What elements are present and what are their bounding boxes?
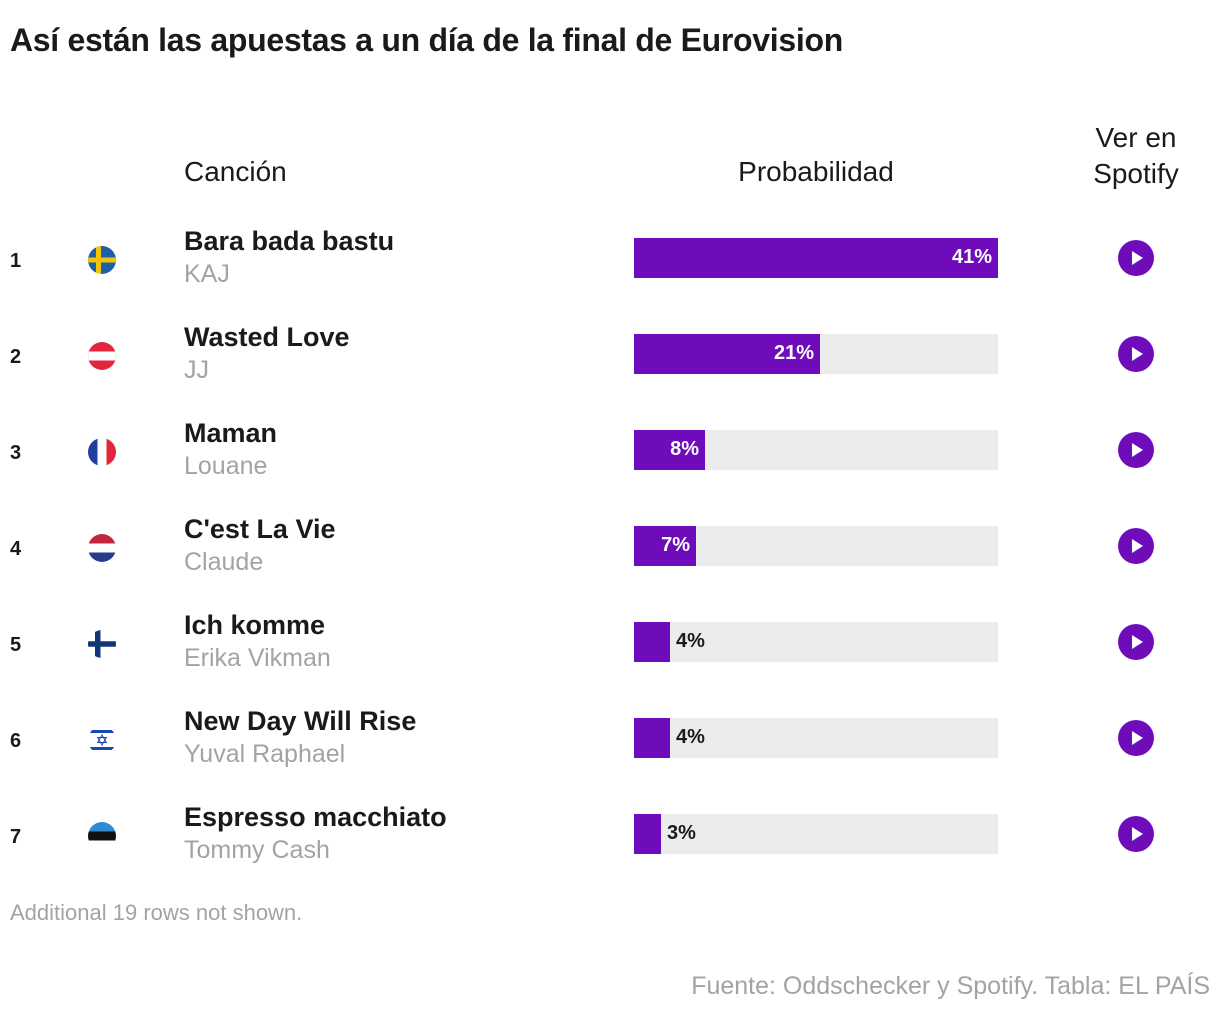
song-title: Wasted Love [184,322,350,352]
probability-bar-track: 41% [634,238,998,278]
probability-label: 4% [676,630,705,652]
spotify-play-button[interactable] [1118,720,1154,756]
probability-label: 7% [661,534,690,556]
spotify-play-button[interactable] [1118,624,1154,660]
probability-bar [634,430,705,470]
probability-bar-track: 4% [634,622,998,662]
artist-name: Louane [184,452,268,480]
probability-bar [634,238,998,278]
probability-label: 3% [667,822,696,844]
probability-bar-track: 4% [634,718,998,758]
rank-number: 2 [10,346,22,368]
chart-title: Así están las apuestas a un día de la fi… [10,22,843,58]
rank-number: 3 [10,442,22,464]
artist-name: Tommy Cash [184,836,330,864]
estonia-flag-icon [88,822,116,850]
rank-number: 1 [10,250,22,272]
artist-name: Yuval Raphael [184,740,346,768]
rank-number: 5 [10,634,22,656]
probability-bar [634,814,661,854]
artist-name: KAJ [184,260,230,288]
table-row: 1 Bara bada bastu KAJ 41% [0,220,1220,316]
table-row: 5 Ich komme Erika Vikman 4% [0,604,1220,700]
sweden-flag-icon [88,246,116,274]
song-title: New Day Will Rise [184,706,417,736]
probability-bar-track: 7% [634,526,998,566]
probability-label: 8% [670,438,699,460]
table-row: 3 Maman Louane 8% [0,412,1220,508]
spotify-play-button[interactable] [1118,528,1154,564]
song-title: Maman [184,418,278,448]
netherlands-flag-icon [88,534,116,562]
probability-bar [634,334,820,374]
table-row: 7 Espresso macchiato Tommy Cash 3% [0,796,1220,892]
table-row: 4 C'est La Vie Claude 7% [0,508,1220,604]
probability-bar [634,622,670,662]
probability-label: 21% [773,342,814,364]
column-header-spotify-line1: Ver en [1095,122,1177,153]
footnote: Additional 19 rows not shown. [10,900,303,925]
probability-bar [634,718,670,758]
song-title: Espresso macchiato [184,802,447,832]
column-header-spotify: Ver en Spotify [1076,120,1196,192]
finland-flag-icon [88,630,116,658]
spotify-play-button[interactable] [1118,336,1154,372]
artist-name: JJ [184,356,209,384]
table-row: 2 Wasted Love JJ 21% [0,316,1220,412]
rank-number: 7 [10,826,22,848]
rank-number: 6 [10,730,22,752]
artist-name: Erika Vikman [184,644,331,672]
column-header-song: Canción [184,156,287,187]
france-flag-icon [88,438,116,466]
probability-bar-track: 8% [634,430,998,470]
spotify-play-button[interactable] [1118,816,1154,852]
song-title: Bara bada bastu [184,226,395,256]
table-row: 6 New Day Will Rise Yuval Raphael 4% [0,700,1220,796]
spotify-play-button[interactable] [1118,240,1154,276]
austria-flag-icon [88,342,116,370]
probability-bar [634,526,696,566]
probability-bar-track: 21% [634,334,998,374]
spotify-play-button[interactable] [1118,432,1154,468]
song-title: Ich komme [184,610,326,640]
rank-number: 4 [10,538,22,560]
column-header-probability: Probabilidad [738,156,894,187]
artist-name: Claude [184,548,264,576]
column-header-spotify-line2: Spotify [1093,158,1179,189]
israel-flag-icon [88,726,116,754]
probability-label: 41% [951,246,992,268]
probability-bar-track: 3% [634,814,998,854]
source-credit: Fuente: Oddschecker y Spotify. Tabla: EL… [691,972,1210,1000]
probability-label: 4% [676,726,705,748]
song-title: C'est La Vie [184,514,336,544]
